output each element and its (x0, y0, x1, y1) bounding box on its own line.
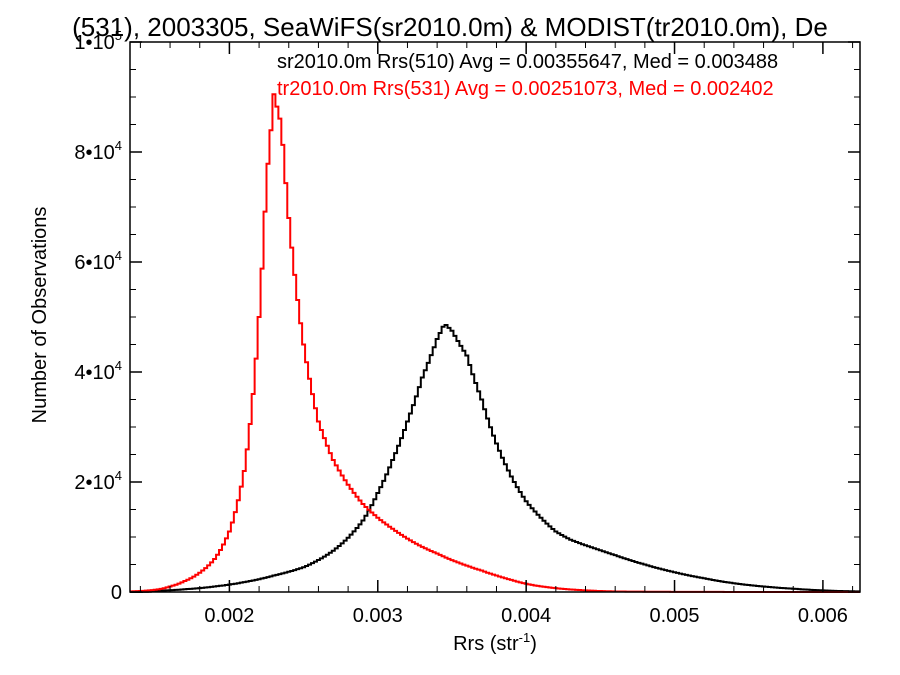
x-tick-label: 0.004 (501, 605, 551, 627)
x-tick-label: 0.003 (353, 605, 403, 627)
series-layer (130, 93, 860, 593)
ticks-layer: 0.002 0.003 0.004 0.005 0.006 0 2•104 4•104 6•10… (74, 28, 860, 627)
y-tick-label: 1•105 (74, 28, 122, 54)
y-tick-label: 8•104 (74, 138, 122, 164)
x-tick-label: 0.002 (204, 605, 254, 627)
y-tick-label: 4•104 (74, 358, 122, 384)
histogram-series-red (130, 93, 860, 593)
x-axis-label: Rrs (str-1) (453, 630, 537, 655)
y-axis-label: Number of Observations (29, 207, 51, 424)
histogram-series-black (130, 324, 860, 593)
y-tick-label: 2•104 (74, 468, 122, 494)
plot-frame (129, 41, 861, 593)
y-tick-label: 6•104 (74, 248, 122, 274)
y-tick-label: 0 (111, 582, 122, 604)
x-tick-label: 0.005 (650, 605, 700, 627)
annotation-red-series: tr2010.0m Rrs(531) Avg = 0.00251073, Med… (277, 78, 774, 100)
chart-title: (531), 2003305, SeaWiFS(sr2010.0m) & MOD… (72, 12, 828, 42)
annotation-black-series: sr2010.0m Rrs(510) Avg = 0.00355647, Med… (277, 51, 778, 73)
x-tick-label: 0.006 (798, 605, 848, 627)
